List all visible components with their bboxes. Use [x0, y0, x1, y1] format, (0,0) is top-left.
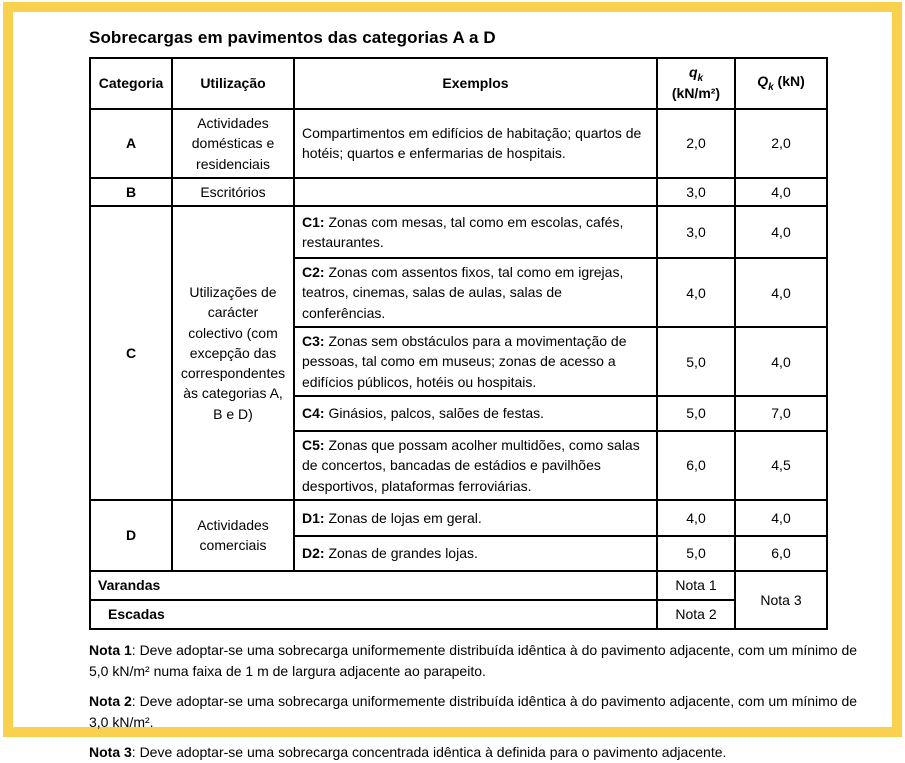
- cell-qk-c2: 4,0: [656, 257, 736, 329]
- page-title: Sobrecargas em pavimentos das categorias…: [89, 28, 496, 47]
- cell-Qk-c5: 4,5: [734, 429, 828, 501]
- row-d2: D2: Zonas de grandes lojas. 5,0 6,0: [90, 534, 828, 572]
- footnote-1: Nota 1: Deve adoptar-se uma sobrecarga u…: [89, 641, 858, 679]
- cell-escadas-label: Escadas: [89, 598, 658, 630]
- row-c2: C2: Zonas com assentos fixos, tal como e…: [90, 257, 828, 329]
- footnote-2: Nota 2: Deve adoptar-se uma sobrecarga u…: [89, 692, 858, 730]
- cell-exemplo-c2: C2: Zonas com assentos fixos, tal como e…: [293, 257, 658, 329]
- cell-categoria-b: B: [89, 176, 173, 208]
- qk-symbol: qk: [688, 64, 704, 84]
- cell-Qk-b: 4,0: [734, 176, 828, 208]
- yellow-frame: Sobrecargas em pavimentos das categorias…: [3, 2, 902, 760]
- row-category-b: B Escritórios 3,0 4,0: [89, 176, 828, 208]
- cell-exemplo-c4: C4: Ginásios, palcos, salões de festas.: [293, 394, 658, 432]
- col-header-exemplos: Exemplos: [293, 57, 658, 110]
- row-c5: C5: Zonas que possam acolher multidões, …: [90, 429, 828, 501]
- cell-exemplo-b: [293, 176, 658, 208]
- cell-exemplo-c3: C3: Zonas sem obstáculos para a moviment…: [293, 326, 658, 397]
- cell-varandas-escadas-Qk: Nota 3: [734, 569, 828, 630]
- cell-qk-c4: 5,0: [656, 394, 736, 432]
- cell-qk-b: 3,0: [656, 176, 736, 208]
- col-header-Qk: Qk (kN): [734, 57, 828, 110]
- Qk-unit: (kN): [773, 72, 805, 89]
- cell-qk-c3: 5,0: [656, 326, 736, 397]
- cell-utilizacao-d: Actividades comerciais: [171, 498, 295, 572]
- cell-Qk-d1: 4,0: [734, 498, 828, 537]
- cell-Qk-c4: 7,0: [734, 394, 828, 432]
- cell-qk-c1: 3,0: [656, 205, 736, 260]
- cell-categoria-c: C: [89, 205, 173, 501]
- Qk-symbol: Qk: [757, 72, 774, 93]
- footnote-3: Nota 3: Deve adoptar-se uma sobrecarga c…: [89, 743, 727, 760]
- cell-varandas-label: Varandas: [89, 569, 658, 601]
- cell-varandas-qk: Nota 1: [656, 569, 736, 601]
- row-varandas: Varandas Nota 1 Nota 3: [89, 569, 828, 630]
- cell-exemplo-d2: D2: Zonas de grandes lojas.: [293, 534, 658, 572]
- cell-Qk-c1: 4,0: [734, 205, 828, 260]
- cell-qk-d2: 5,0: [656, 534, 736, 572]
- cell-utilizacao-a: Actividades domésticas e residenciais: [171, 108, 295, 179]
- cell-exemplo-a: Compartimentos em edifícios de habitação…: [293, 108, 658, 179]
- cell-utilizacao-b: Escritórios: [171, 176, 295, 208]
- cell-exemplo-c1: C1: Zonas com mesas, tal como em escolas…: [293, 205, 658, 260]
- row-c3: C3: Zonas sem obstáculos para a moviment…: [90, 326, 828, 397]
- cell-qk-c5: 6,0: [656, 429, 736, 501]
- cell-categoria-d: D: [89, 498, 173, 572]
- cell-escadas-qk: Nota 2: [656, 598, 736, 630]
- cell-Qk-d2: 6,0: [734, 534, 828, 572]
- row-category-a: A Actividades domésticas e residenciais …: [89, 108, 828, 179]
- col-header-qk: qk (kN/m²): [656, 57, 736, 110]
- table-header-row: Categoria Utilização Exemplos qk (kN/m²)…: [89, 57, 828, 110]
- col-header-categoria: Categoria: [89, 57, 173, 110]
- cell-exemplo-c5: C5: Zonas que possam acolher multidões, …: [293, 429, 658, 501]
- cell-exemplo-d1: D1: Zonas de lojas em geral.: [293, 498, 658, 537]
- cell-Qk-c2: 4,0: [734, 257, 828, 329]
- row-d1: D Actividades comerciais D1: Zonas de lo…: [89, 498, 828, 572]
- cell-Qk-a: 2,0: [734, 108, 828, 179]
- row-c4: C4: Ginásios, palcos, salões de festas. …: [90, 394, 828, 432]
- row-escadas: Escadas Nota 2: [89, 598, 827, 630]
- cell-Qk-c3: 4,0: [734, 326, 828, 397]
- cell-categoria-a: A: [89, 108, 173, 179]
- footnotes: Nota 1: Deve adoptar-se uma sobrecarga u…: [89, 640, 871, 763]
- row-c1: C Utilizações de carácter colectivo (com…: [89, 205, 828, 501]
- cell-utilizacao-c: Utilizações de carácter colectivo (com e…: [171, 205, 295, 501]
- cell-qk-a: 2,0: [656, 108, 736, 179]
- cell-qk-d1: 4,0: [656, 498, 736, 537]
- loads-table: Categoria Utilização Exemplos qk (kN/m²)…: [89, 57, 828, 630]
- qk-unit: (kN/m²): [671, 85, 721, 102]
- col-header-utilizacao: Utilização: [171, 57, 295, 110]
